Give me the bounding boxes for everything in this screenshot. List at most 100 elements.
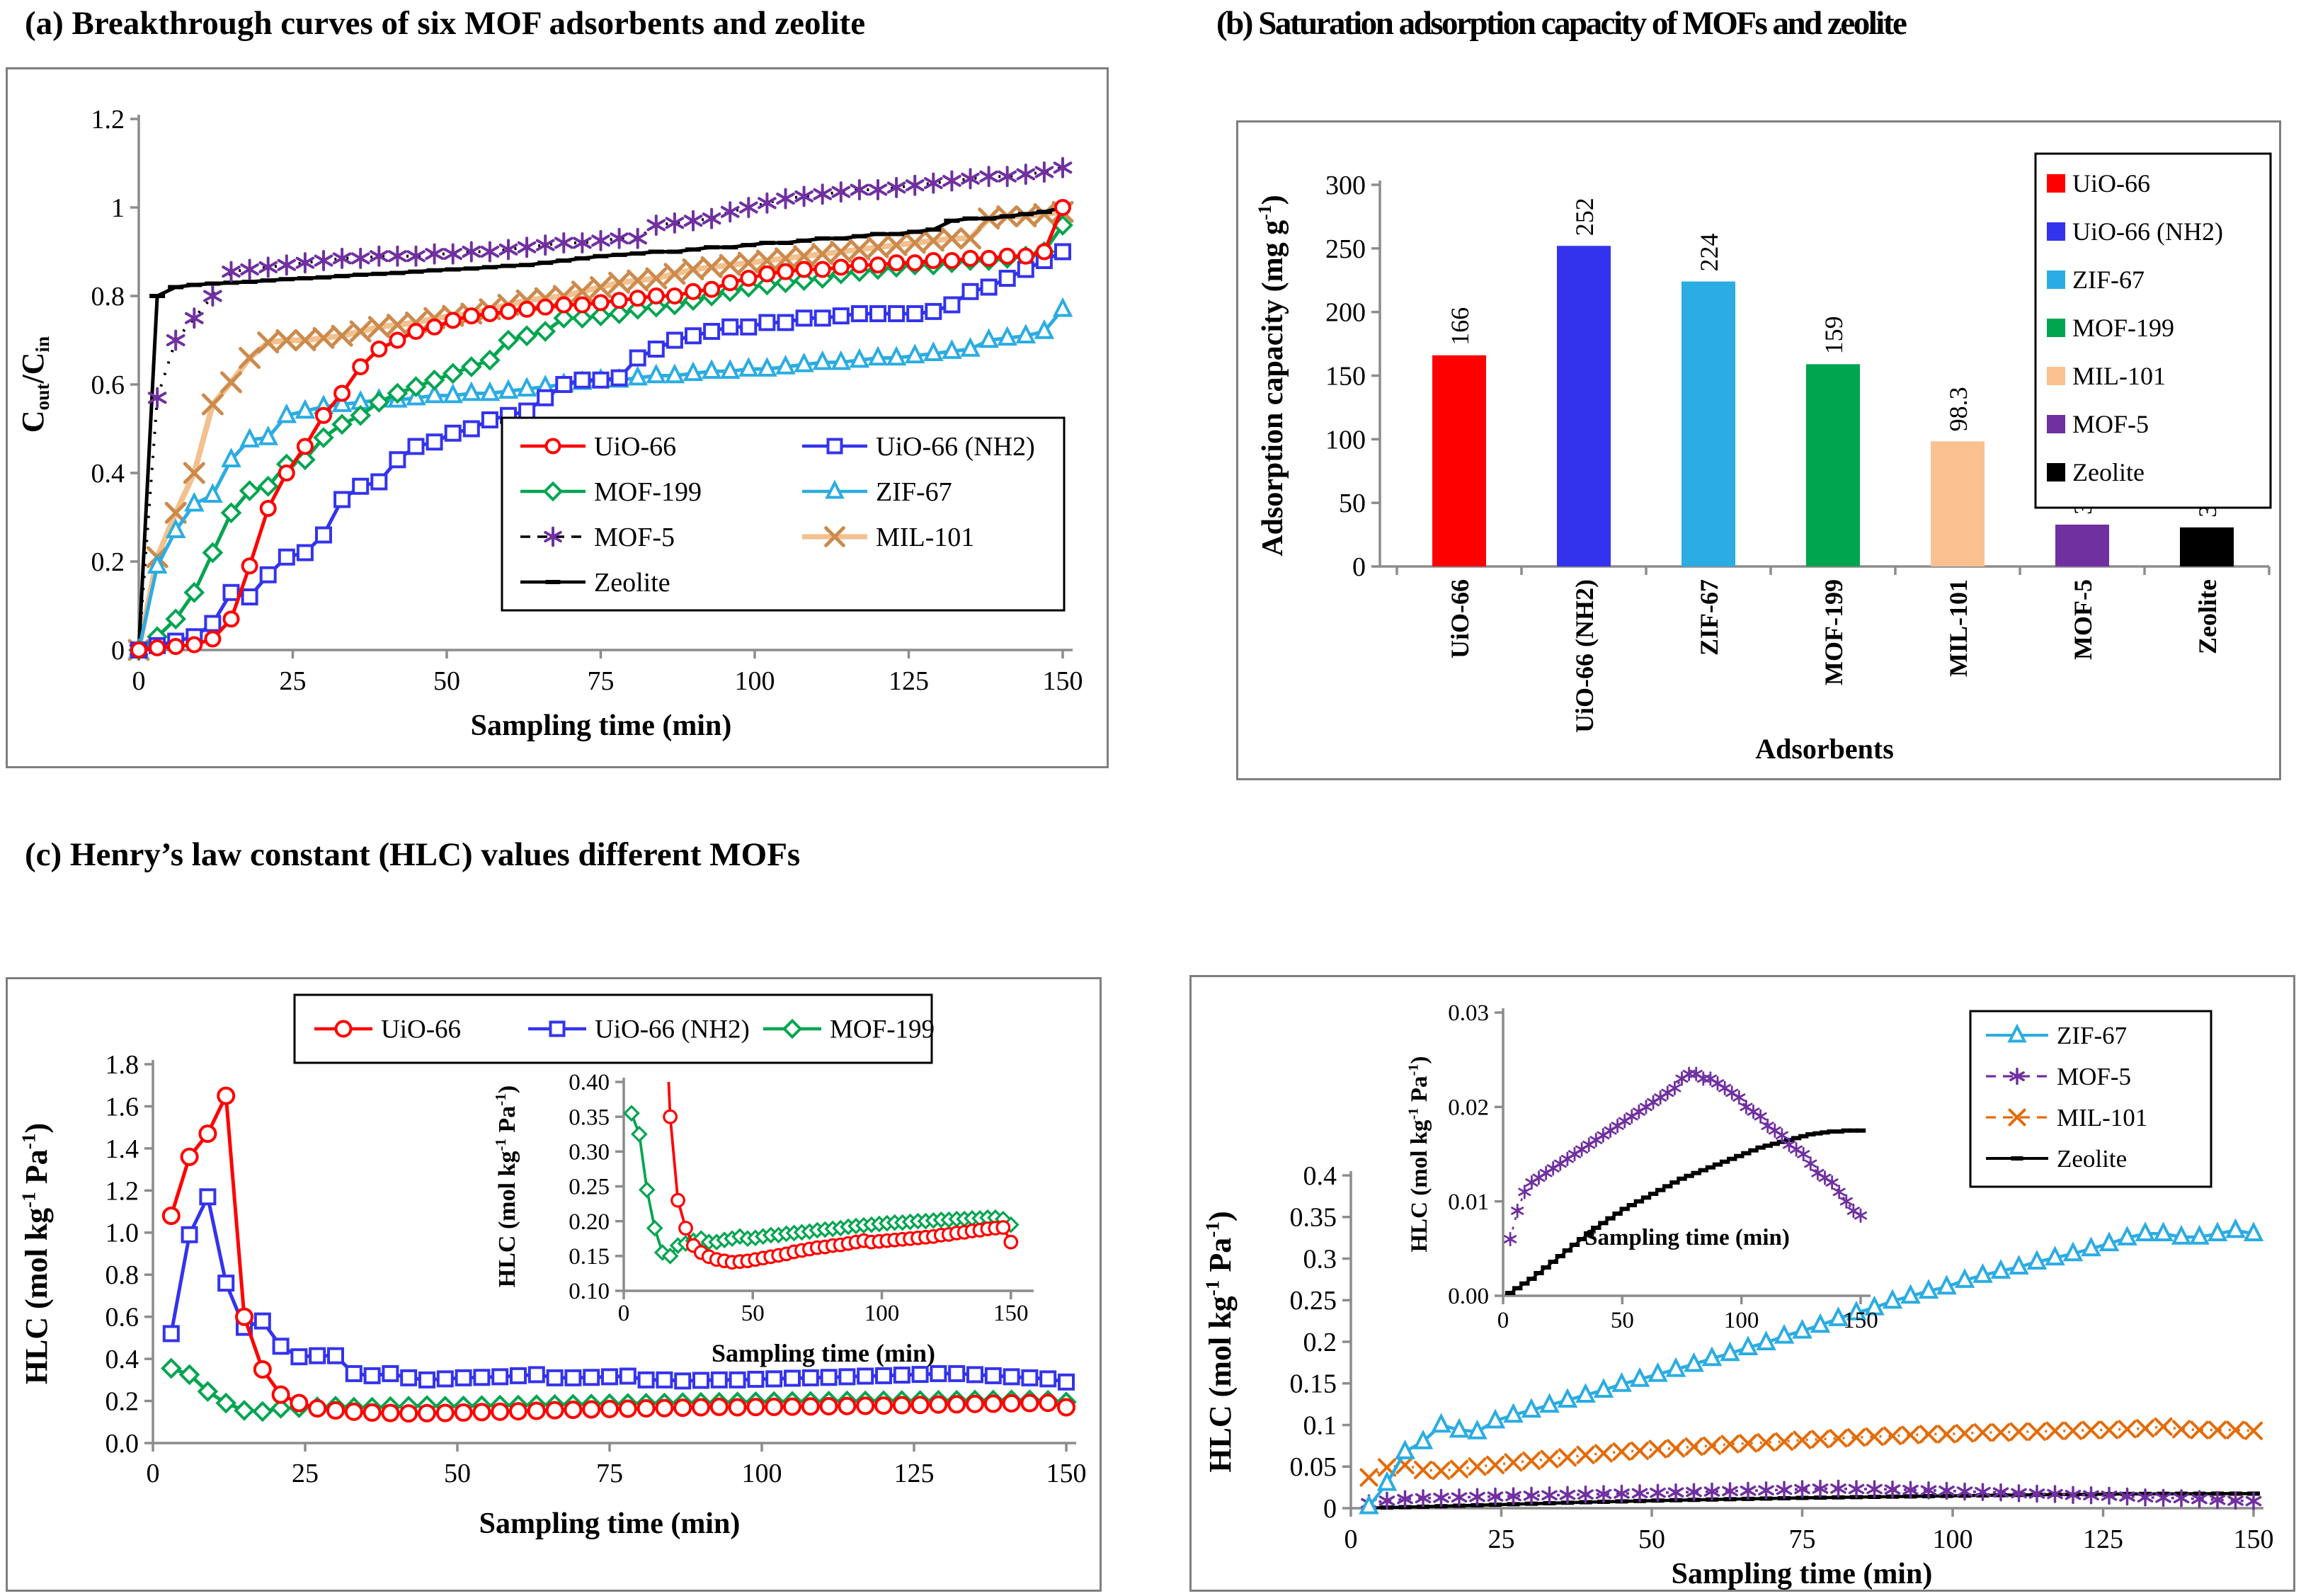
chart-a-y-tick-label: 0.2 bbox=[91, 547, 125, 577]
chart-d-series-ZIF-67 bbox=[1359, 1218, 2264, 1515]
chart-b-y-tick-label: 250 bbox=[1325, 234, 1366, 264]
chart-c-inset-x-tick-label: 150 bbox=[993, 1301, 1029, 1326]
panel-d-hlc-zif-mof5-mil-zeolite: 0 0.05 0.1 0.15 0.2 0.25 0.3 0.35 0.4 0 25 50 75 100 1… bbox=[1189, 975, 2295, 1592]
chart-a-x-tick-label: 50 bbox=[433, 666, 460, 696]
chart-b-legend-item-UiO-66 (NH2): UiO-66 (NH2) bbox=[2047, 217, 2223, 246]
chart-b-y-tick-label: 100 bbox=[1325, 425, 1366, 455]
chart-c-x-axis-label: Sampling time (min) bbox=[479, 1507, 741, 1540]
chart-a-legend-label: Zeolite bbox=[594, 568, 670, 598]
chart-c-inset-x-tick-label: 0 bbox=[618, 1301, 630, 1326]
chart-d-y-tick-label: 0.1 bbox=[1303, 1410, 1337, 1440]
chart-d-inset-x-axis-label: Sampling time (min) bbox=[1585, 1225, 1790, 1250]
chart-a-series-Zeolite bbox=[131, 205, 1070, 652]
chart-d-legend-label: ZIF-67 bbox=[2057, 1022, 2127, 1049]
chart-b-bar-MOF-5 bbox=[2055, 524, 2109, 566]
chart-d-y-tick-label: 0.05 bbox=[1290, 1452, 1337, 1482]
breakthrough-chart: 0 0.2 0.4 0.6 0.8 1 1.2 0 25 50 75 100 125 150 Samplin… bbox=[16, 105, 1083, 742]
chart-a-x-tick-label: 125 bbox=[889, 666, 929, 696]
chart-d-inset-x-tick-label: 150 bbox=[1843, 1308, 1878, 1333]
chart-b-legend-label: MIL-101 bbox=[2072, 362, 2166, 390]
chart-a-legend-item-UiO-66: UiO-66 bbox=[520, 432, 676, 462]
chart-b-bar-MOF-199 bbox=[1806, 364, 1860, 566]
chart-b-bar-Zeolite bbox=[2180, 527, 2234, 566]
chart-b-legend-label: UiO-66 bbox=[2072, 169, 2150, 198]
chart-d-y-tick-label: 0.35 bbox=[1290, 1203, 1337, 1233]
panel-a-title: (a) Breakthrough curves of six MOF adsor… bbox=[25, 5, 866, 42]
chart-d-legend-item-MOF-5: MOF-5 bbox=[1986, 1063, 2131, 1090]
chart-d-inset-y-tick-label: 0.02 bbox=[1448, 1095, 1489, 1121]
chart-a-y-tick-label: 1.2 bbox=[91, 105, 125, 135]
chart-c-x-tick-label: 150 bbox=[1046, 1459, 1087, 1488]
chart-b-legend-swatch bbox=[2047, 463, 2065, 481]
hlc-chart-uio-mof199: 0.0 0.2 0.4 0.6 0.8 1.0 1.2 1.4 1.6 1.8 0 25 50 75 100… bbox=[18, 993, 1087, 1540]
chart-b-legend-item-ZIF-67: ZIF-67 bbox=[2047, 266, 2145, 294]
panel-a-breakthrough-curves: 0 0.2 0.4 0.6 0.8 1 1.2 0 25 50 75 100 125 150 Samplin… bbox=[6, 67, 1109, 768]
chart-b-category-label: UiO-66 bbox=[1446, 579, 1474, 659]
chart-c-y-tick-label: 1.4 bbox=[105, 1134, 139, 1164]
chart-b-legend-label: MOF-5 bbox=[2072, 410, 2149, 438]
chart-b-bars: 166 UiO-66 252 UiO-66 (NH2) 224 ZIF-67 159 MOF-… bbox=[1432, 198, 2234, 733]
chart-b-legend-item-Zeolite: Zeolite bbox=[2047, 458, 2145, 486]
chart-d-x-tick-label: 25 bbox=[1488, 1524, 1515, 1554]
chart-b-legend-item-MOF-5: MOF-5 bbox=[2047, 410, 2149, 438]
chart-a-legend-label: MOF-199 bbox=[594, 477, 702, 507]
chart-a-legend-label: MOF-5 bbox=[594, 523, 675, 552]
chart-c-legend-label: UiO-66 bbox=[381, 1015, 461, 1044]
chart-d-inset-x-tick-label: 100 bbox=[1724, 1308, 1759, 1333]
chart-c-y-tick-label: 0.0 bbox=[105, 1429, 139, 1459]
chart-c-y-tick-label: 0.4 bbox=[105, 1345, 139, 1374]
chart-b-y-tick-label: 0 bbox=[1352, 552, 1366, 582]
chart-c-y-tick-label: 0.8 bbox=[105, 1260, 139, 1290]
chart-c-x-tick-label: 0 bbox=[147, 1459, 160, 1488]
chart-b-legend-swatch bbox=[2047, 270, 2065, 289]
chart-b-legend-swatch bbox=[2047, 367, 2065, 385]
chart-a-legend-item-MOF-5: MOF-5 bbox=[520, 523, 675, 552]
chart-c-legend-label: MOF-199 bbox=[830, 1015, 935, 1044]
chart-d-legend-label: Zeolite bbox=[2057, 1145, 2127, 1173]
chart-d-legend: ZIF-67 MOF-5 MIL-101 Zeolite bbox=[1969, 1010, 2212, 1188]
chart-c-x-tick-label: 75 bbox=[596, 1459, 623, 1488]
chart-a-legend-label: UiO-66 (NH2) bbox=[876, 432, 1035, 462]
chart-b-legend-item-MIL-101: MIL-101 bbox=[2047, 362, 2166, 390]
chart-d-x-tick-label: 0 bbox=[1344, 1524, 1358, 1554]
chart-d-x-tick-label: 75 bbox=[1789, 1524, 1816, 1554]
chart-b-legend-item-UiO-66: UiO-66 bbox=[2047, 169, 2150, 198]
chart-a-y-tick-label: 1 bbox=[111, 193, 125, 223]
chart-d-x-tick-label: 100 bbox=[1933, 1524, 1973, 1554]
chart-c-inset-series-UiO-66 bbox=[663, 1082, 1019, 1270]
chart-c-x-tick-label: 50 bbox=[444, 1459, 471, 1488]
chart-a-x-tick-label: 100 bbox=[735, 666, 775, 696]
chart-b-legend-label: UiO-66 (NH2) bbox=[2072, 217, 2223, 246]
chart-d-series-MIL-101 bbox=[1359, 1417, 2263, 1487]
chart-b-category-label: MOF-5 bbox=[2069, 579, 2097, 660]
chart-c-inset-x-tick-label: 100 bbox=[864, 1301, 900, 1326]
chart-d-inset-x-tick-label: 50 bbox=[1611, 1308, 1634, 1333]
chart-a-series-UiO-66 (NH2) bbox=[130, 243, 1071, 659]
chart-c-y-tick-label: 0.6 bbox=[105, 1303, 139, 1333]
chart-b-y-tick-label: 300 bbox=[1325, 171, 1366, 200]
chart-b-legend-swatch bbox=[2047, 222, 2065, 241]
chart-a-legend-item-Zeolite: Zeolite bbox=[520, 568, 670, 598]
hlc-chart-zif-mof5-mil-zeolite: 0 0.05 0.1 0.15 0.2 0.25 0.3 0.35 0.4 0 25 50 75 100 1… bbox=[1201, 1001, 2273, 1590]
chart-c-y-tick-label: 1.2 bbox=[105, 1176, 139, 1206]
chart-a-legend-label: UiO-66 bbox=[594, 432, 676, 462]
chart-c-inset-y-tick-label: 0.35 bbox=[569, 1105, 610, 1130]
chart-a-legend-item-ZIF-67: ZIF-67 bbox=[802, 477, 952, 507]
chart-c-legend-label: UiO-66 (NH2) bbox=[595, 1015, 750, 1044]
chart-d-inset-x-tick-label: 0 bbox=[1497, 1308, 1509, 1333]
chart-d-y-tick-label: 0.4 bbox=[1303, 1161, 1337, 1191]
chart-b-y-tick-label: 200 bbox=[1325, 298, 1366, 328]
chart-b-legend-label: MOF-199 bbox=[2072, 314, 2174, 342]
chart-c-series-UiO-66 bbox=[161, 1086, 1075, 1423]
chart-a-x-axis-label: Sampling time (min) bbox=[471, 709, 732, 742]
chart-c-series-UiO-66 (NH2) bbox=[162, 1188, 1075, 1391]
chart-a-legend-label: MIL-101 bbox=[876, 523, 974, 552]
chart-b-y-axis-label: Adsorption capacity (mg g-1) bbox=[1255, 195, 1289, 557]
chart-d-y-tick-label: 0.2 bbox=[1303, 1328, 1337, 1357]
chart-b-category-label: UiO-66 (NH2) bbox=[1570, 579, 1599, 733]
adsorption-capacity-bar-chart: 0 50 100 150 200 250 300 166 UiO-66 252 UiO-66 (NH… bbox=[1255, 152, 2272, 765]
chart-b-bar-MIL-101 bbox=[1931, 441, 1985, 566]
chart-b-category-label: MOF-199 bbox=[1820, 579, 1848, 685]
chart-b-y-tick-label: 150 bbox=[1325, 361, 1366, 391]
